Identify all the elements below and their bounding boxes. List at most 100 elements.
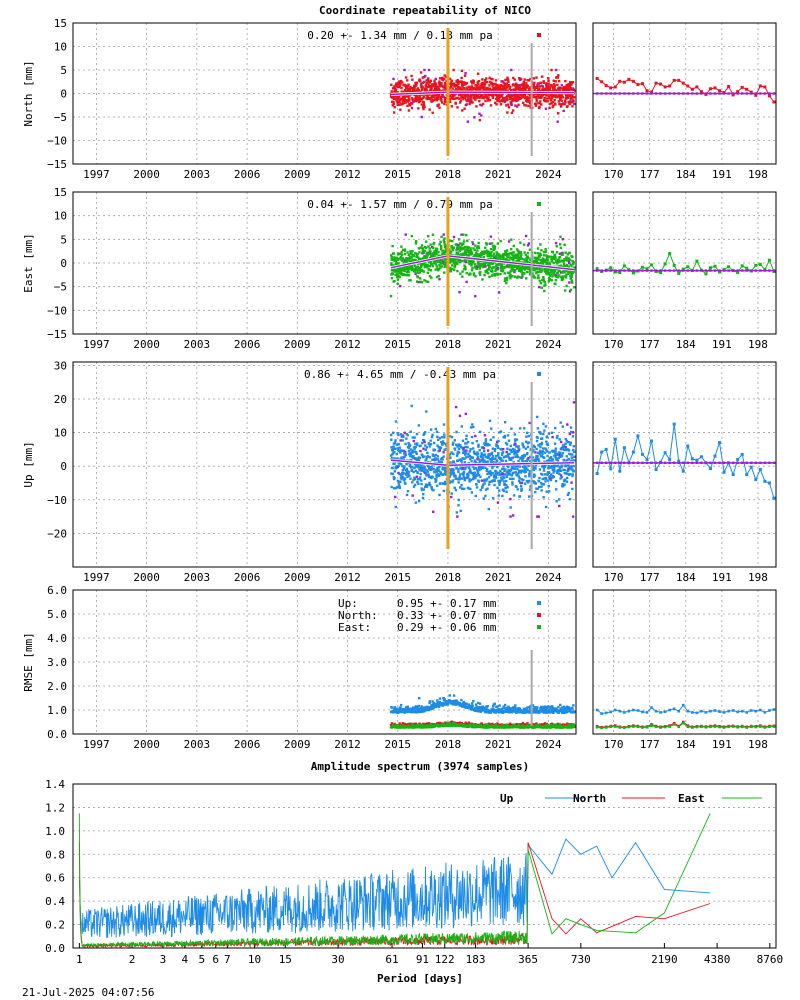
zoom-model-point	[741, 269, 744, 272]
data-point	[396, 457, 400, 460]
data-point	[397, 480, 401, 484]
data-point	[428, 481, 431, 485]
data-point	[471, 266, 474, 270]
data-point	[420, 487, 423, 490]
data-point	[458, 458, 462, 462]
data-point	[559, 455, 562, 459]
data-point	[505, 82, 509, 85]
figure-title: Coordinate repeatability of NICO	[319, 4, 531, 17]
data-point	[535, 487, 538, 490]
data-point	[468, 102, 471, 106]
data-point	[565, 476, 569, 480]
data-point	[523, 103, 526, 107]
data-point	[554, 103, 557, 106]
data-point	[492, 475, 496, 479]
data-point	[422, 262, 426, 266]
data-point	[522, 465, 526, 469]
x-tick-label: 2003	[184, 738, 211, 751]
data-point	[406, 87, 409, 91]
data-point	[458, 473, 462, 476]
zoom-frame	[592, 191, 777, 335]
data-point	[493, 474, 496, 477]
data-point	[475, 486, 479, 489]
data-point	[487, 476, 491, 479]
data-point	[425, 446, 429, 449]
data-point	[390, 254, 393, 257]
data-point	[401, 475, 405, 479]
data-point	[510, 450, 513, 454]
data-point	[495, 440, 499, 444]
data-point	[552, 467, 556, 470]
data-point	[528, 455, 532, 459]
zoom-model-point	[763, 461, 767, 465]
data-point	[536, 94, 539, 98]
rmse-point	[452, 694, 456, 697]
data-point	[456, 269, 459, 273]
data-point	[567, 449, 571, 452]
data-point	[489, 452, 492, 456]
zoom-model-point	[595, 269, 599, 272]
data-point	[431, 254, 435, 257]
data-point	[564, 445, 567, 449]
data-point	[519, 471, 523, 474]
data-point	[419, 80, 422, 83]
data-point	[561, 253, 564, 256]
data-point	[517, 252, 520, 255]
zoom-model-point	[772, 92, 776, 95]
data-point	[459, 260, 462, 264]
data-point	[477, 443, 480, 447]
data-point	[410, 251, 413, 255]
data-point	[397, 103, 401, 107]
data-point	[497, 471, 501, 475]
data-point	[443, 482, 447, 486]
data-point	[511, 481, 514, 484]
data-point	[454, 262, 457, 266]
data-point	[408, 443, 412, 447]
zoom-model-point	[718, 92, 721, 95]
data-point	[518, 448, 521, 451]
rmse-point	[399, 708, 403, 711]
data-point	[489, 80, 492, 84]
data-point	[456, 252, 460, 255]
data-point	[526, 452, 529, 455]
data-point	[499, 469, 502, 473]
data-point	[506, 455, 509, 458]
data-point	[538, 442, 542, 446]
data-point	[513, 433, 517, 436]
data-point	[498, 489, 501, 492]
data-point	[504, 251, 508, 254]
data-point	[472, 474, 476, 477]
data-point	[391, 91, 394, 94]
data-point	[439, 482, 442, 485]
data-point	[500, 268, 503, 271]
data-point	[551, 105, 554, 109]
data-point	[394, 439, 397, 442]
data-point	[511, 94, 514, 98]
data-point	[479, 85, 482, 88]
data-point	[508, 458, 511, 461]
y-tick-label: −15	[47, 158, 67, 171]
data-point	[556, 271, 559, 275]
data-point	[514, 104, 517, 107]
data-point	[490, 459, 494, 463]
data-point	[413, 477, 417, 481]
data-point	[510, 467, 514, 470]
data-point	[471, 242, 475, 246]
data-point	[391, 268, 394, 271]
data-point	[448, 475, 452, 478]
data-point	[558, 438, 561, 441]
data-point	[410, 404, 413, 408]
zoom-data-point	[686, 84, 690, 88]
y-axis-label: RMSE [mm]	[22, 632, 35, 692]
data-point	[422, 447, 425, 450]
data-point	[472, 260, 475, 263]
data-point	[497, 267, 500, 270]
data-point	[550, 260, 554, 263]
data-point	[523, 78, 526, 81]
data-point	[406, 267, 410, 271]
data-point	[465, 103, 468, 106]
zoom-model-point	[768, 92, 771, 95]
data-point	[560, 440, 563, 444]
data-point	[463, 245, 467, 249]
data-point	[415, 443, 419, 446]
